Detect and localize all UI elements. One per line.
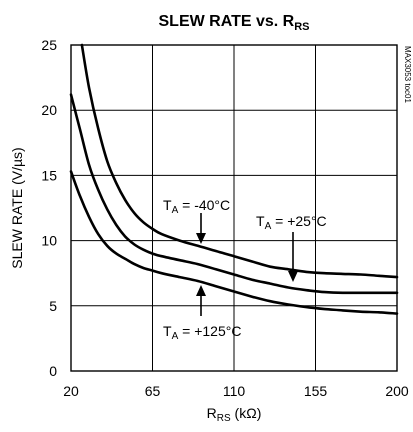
y-tick-label: 10 xyxy=(41,233,57,249)
series-label-plus125: TA = +125°C xyxy=(163,323,241,342)
y-tick-label: 25 xyxy=(41,37,57,53)
x-tick-label: 155 xyxy=(304,383,328,399)
series-curve-plus25 xyxy=(69,93,399,295)
series-curve-minus40 xyxy=(80,43,399,279)
x-tick-label: 110 xyxy=(223,383,246,399)
plot-frame xyxy=(70,44,398,372)
y-axis-label: SLEW RATE (V/µs) xyxy=(9,147,25,268)
y-tick-label: 5 xyxy=(49,298,57,314)
arrow-minus40-head xyxy=(196,233,206,244)
series-label-plus25: TA = +25°C xyxy=(256,213,327,232)
arrow-plus25-head xyxy=(288,271,298,282)
x-tick-label: 65 xyxy=(145,383,161,399)
y-tick-label: 15 xyxy=(41,167,57,183)
y-tick-label: 20 xyxy=(41,102,57,118)
y-tick-label: 0 xyxy=(49,363,57,379)
arrow-plus125-head xyxy=(196,285,206,296)
x-tick-label: 200 xyxy=(385,383,409,399)
y-tick-labels: 0 5 10 15 20 25 xyxy=(41,37,57,379)
series-curve-plus125 xyxy=(69,170,399,315)
x-tick-labels: 20 65 110 155 200 xyxy=(63,383,409,399)
series-curves xyxy=(69,43,399,315)
x-tick-label: 20 xyxy=(63,383,79,399)
series-label-minus40: TA = -40°C xyxy=(163,197,230,216)
x-axis-label: RRS (kΩ) xyxy=(207,405,262,424)
side-code: MAX3053 toc01 xyxy=(403,46,412,103)
chart-title: SLEW RATE vs. RRS xyxy=(159,13,310,33)
